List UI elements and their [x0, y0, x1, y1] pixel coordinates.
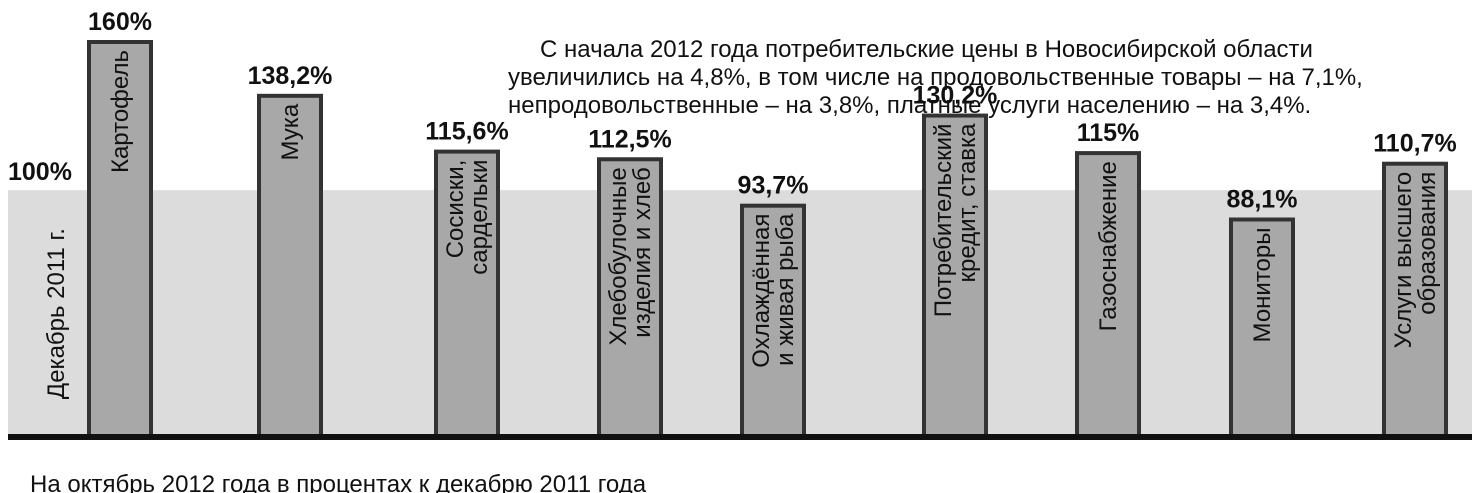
category-label: Охлаждённаяи живая рыба	[748, 213, 799, 368]
reference-label: 100%	[8, 158, 72, 186]
annotation: С начала 2012 года потребительские цены …	[508, 36, 1363, 119]
annotation-line: увеличились на 4,8%, в том числе на прод…	[508, 64, 1363, 91]
bar	[257, 93, 323, 439]
value-label: 130,2%	[913, 82, 998, 110]
bar	[1382, 161, 1448, 439]
annotation-line: непродовольственные – на 3,8%, платные у…	[508, 92, 1311, 119]
category-label: Потребительскийкредит, ставка	[930, 123, 981, 317]
category-label: Сосиски,сардельки	[442, 160, 493, 275]
value-label: 112,5%	[588, 125, 671, 153]
category-label: Хлебобулочныеизделия и хлеб	[605, 167, 656, 345]
value-label: 160%	[88, 8, 152, 36]
value-label: 110,7%	[1373, 130, 1456, 158]
category-label: Услуги высшегообразования	[1390, 172, 1441, 349]
annotation-line: С начала 2012 года потребительские цены …	[540, 36, 1313, 63]
value-label: 115,6%	[425, 118, 508, 146]
bar	[597, 157, 663, 439]
category-label: Мониторы	[1249, 228, 1276, 343]
bar	[87, 40, 153, 439]
value-label: 93,7%	[738, 172, 809, 200]
category-label: Газоснабжение	[1095, 161, 1122, 331]
bar	[1229, 217, 1295, 439]
category-label: Картофель	[107, 50, 134, 173]
category-label: Мука	[277, 103, 304, 160]
note: На октябрь 2012 года в процентах к декаб…	[30, 471, 647, 493]
reference-name: Декабрь 2011 г.	[43, 228, 70, 399]
value-label: 138,2%	[248, 62, 333, 90]
bar	[1075, 151, 1141, 439]
value-label: 115%	[1077, 119, 1140, 147]
value-label: 88,1%	[1227, 186, 1298, 214]
